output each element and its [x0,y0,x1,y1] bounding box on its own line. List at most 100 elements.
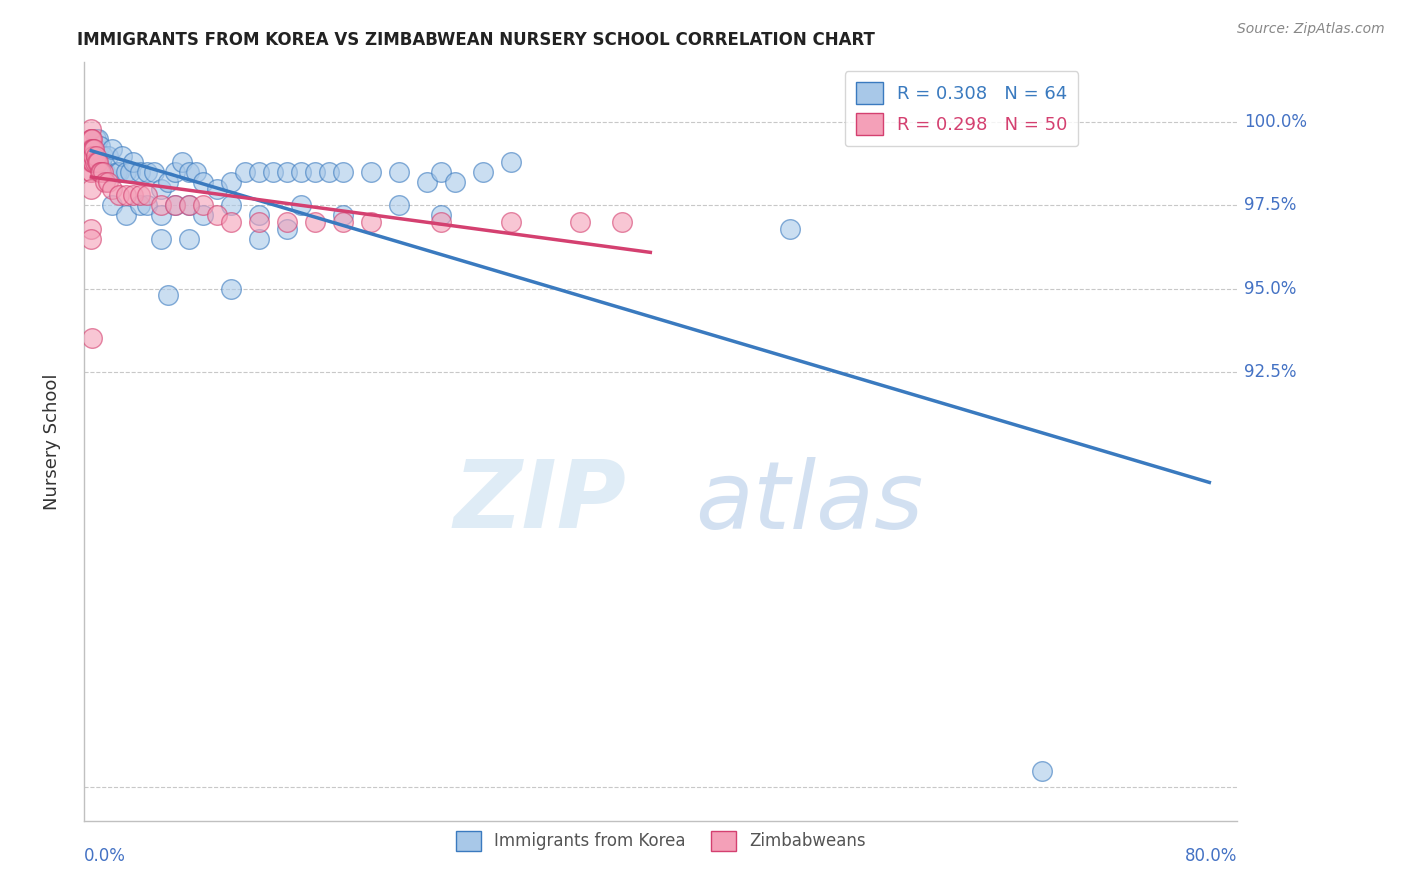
Point [108,165,131,179]
Point [90,155,112,169]
Point [247,232,270,246]
Point [143,165,166,179]
Point [80,155,103,169]
Point [569,215,592,229]
Point [122,188,145,202]
Point [80,142,103,156]
Point [80,132,103,146]
Text: 92.5%: 92.5% [1244,363,1296,381]
Point [416,175,439,189]
Text: 100.0%: 100.0% [1244,113,1308,131]
Point [179,198,201,212]
Point [129,198,152,212]
Text: Source: ZipAtlas.com: Source: ZipAtlas.com [1237,22,1385,37]
Point [165,198,187,212]
Point [101,198,124,212]
Point [80,165,103,179]
Point [165,165,187,179]
Point [290,198,312,212]
Text: 80.0%: 80.0% [1185,847,1237,865]
Point [205,182,228,196]
Text: 95.0%: 95.0% [1244,279,1296,298]
Point [80,122,103,136]
Point [157,175,180,189]
Point [91,148,114,162]
Point [779,221,801,235]
Point [80,142,103,156]
Point [360,165,382,179]
Point [219,175,242,189]
Point [111,148,134,162]
Point [429,165,451,179]
Point [262,165,284,179]
Point [332,165,354,179]
Point [443,175,465,189]
Point [471,165,494,179]
Point [332,208,354,222]
Point [115,165,138,179]
Point [150,182,173,196]
Point [150,232,173,246]
Point [120,165,142,179]
Point [150,208,173,222]
Point [97,175,120,189]
Point [80,232,103,246]
Point [136,198,159,212]
Text: ZIP: ZIP [453,456,626,549]
Point [191,208,214,222]
Point [84,148,107,162]
Point [191,175,214,189]
Point [82,142,104,156]
Point [304,165,326,179]
Point [89,165,111,179]
Point [1031,764,1053,778]
Point [105,165,128,179]
Point [276,215,298,229]
Point [80,165,103,179]
Point [86,155,108,169]
Text: 97.5%: 97.5% [1244,196,1296,214]
Point [150,198,173,212]
Point [87,132,110,146]
Point [172,155,194,169]
Point [233,165,256,179]
Point [80,132,103,146]
Point [101,182,124,196]
Point [612,215,634,229]
Point [247,215,270,229]
Point [80,221,103,235]
Point [80,132,103,146]
Point [290,165,312,179]
Point [165,198,187,212]
Point [97,148,120,162]
Point [87,155,110,169]
Point [83,142,105,156]
Point [90,165,112,179]
Point [86,142,108,156]
Point [318,165,340,179]
Point [129,188,152,202]
Point [80,182,103,196]
Point [388,165,411,179]
Point [136,165,159,179]
Point [247,208,270,222]
Point [179,165,201,179]
Point [129,165,152,179]
Y-axis label: Nursery School: Nursery School [42,373,60,510]
Point [82,155,104,169]
Point [332,215,354,229]
Point [115,188,138,202]
Point [136,188,159,202]
Point [89,138,111,153]
Point [80,155,103,169]
Text: atlas: atlas [696,457,924,548]
Point [247,165,270,179]
Point [205,208,228,222]
Point [80,148,103,162]
Point [499,155,522,169]
Point [94,175,117,189]
Point [388,198,411,212]
Point [83,155,105,169]
Point [429,215,451,229]
Point [219,198,242,212]
